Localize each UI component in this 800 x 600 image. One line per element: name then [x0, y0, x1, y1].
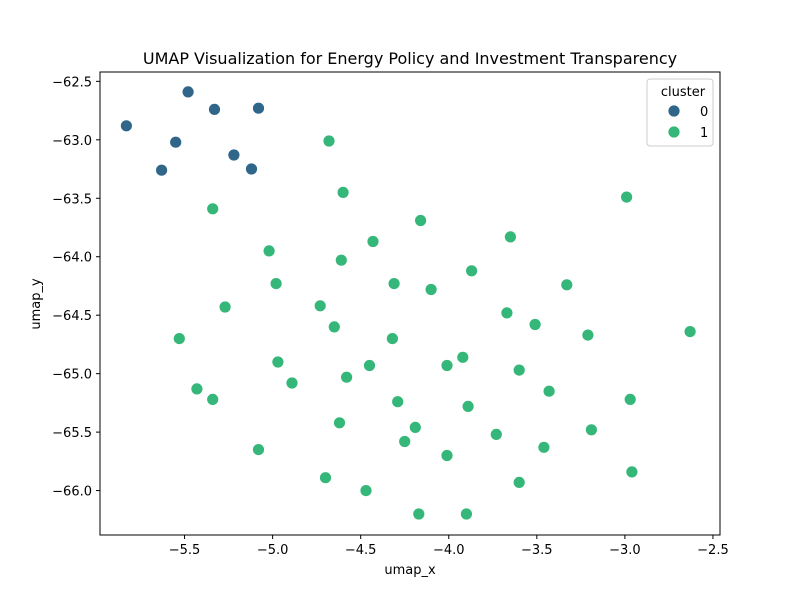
x-axis: −5.5 −5.0 −4.5 −4.0 −3.5 −3.0 −2.5	[169, 535, 729, 558]
point-cluster-1-42	[252, 443, 265, 457]
point-cluster-1-48	[412, 507, 426, 521]
y-tick-label: −63.0	[52, 134, 92, 149]
point-cluster-1-15	[313, 299, 327, 313]
point-cluster-1-10	[269, 277, 283, 291]
point-cluster-1-47	[359, 484, 373, 498]
point-cluster-1-43	[440, 449, 454, 462]
point-cluster-1-16	[500, 306, 514, 320]
point-cluster-1-20	[683, 325, 697, 339]
point-cluster-1-31	[542, 384, 556, 398]
y-tick-label: −64.0	[52, 251, 92, 266]
point-cluster-1-17	[528, 318, 542, 331]
legend-marker-0	[667, 104, 681, 118]
point-cluster-1-9	[465, 264, 479, 278]
y-tick-label: −65.5	[52, 426, 92, 441]
point-cluster-1-46	[512, 475, 526, 489]
chart-title: UMAP Visualization for Energy Policy and…	[143, 49, 677, 68]
point-cluster-1-14	[218, 300, 232, 314]
point-cluster-1-0	[322, 134, 336, 148]
point-cluster-1-27	[512, 363, 526, 377]
point-cluster-1-4	[414, 214, 428, 227]
point-cluster-1-35	[461, 399, 475, 413]
y-tick-label: −62.5	[52, 75, 92, 90]
x-tick-label: −5.5	[169, 543, 201, 558]
point-cluster-1-3	[206, 202, 220, 216]
x-axis-label: umap_x	[384, 563, 436, 578]
point-cluster-1-5	[366, 235, 380, 248]
point-cluster-1-11	[387, 277, 401, 291]
y-tick-label: −65.0	[52, 368, 92, 383]
point-cluster-1-29	[285, 376, 299, 390]
point-cluster-1-18	[327, 320, 341, 334]
legend-label-0: 0	[700, 105, 708, 120]
x-tick-label: −2.5	[697, 543, 729, 558]
x-tick-label: −4.5	[345, 543, 377, 558]
point-cluster-1-25	[363, 359, 376, 372]
point-cluster-1-37	[408, 420, 422, 434]
point-cluster-1-1	[336, 185, 350, 199]
point-cluster-0-0	[181, 85, 195, 99]
point-cluster-1-28	[340, 370, 354, 384]
point-cluster-1-7	[262, 244, 276, 258]
point-cluster-1-34	[623, 392, 637, 406]
point-cluster-1-49	[459, 507, 473, 521]
point-cluster-1-45	[319, 471, 332, 485]
point-cluster-0-5	[227, 148, 241, 162]
point-cluster-1-40	[398, 435, 412, 448]
point-cluster-1-12	[424, 283, 438, 296]
plot-frame	[99, 71, 721, 536]
point-cluster-0-7	[245, 162, 258, 176]
point-cluster-1-19	[581, 328, 595, 342]
point-cluster-1-26	[440, 359, 454, 372]
point-cluster-1-36	[333, 416, 346, 430]
point-cluster-1-30	[190, 382, 204, 396]
legend-title: cluster	[661, 85, 706, 100]
legend: cluster 0 1	[646, 78, 714, 147]
point-cluster-0-1	[208, 103, 221, 116]
point-cluster-0-4	[169, 135, 183, 149]
point-cluster-1-44	[625, 465, 639, 479]
point-cluster-1-33	[391, 395, 405, 409]
x-tick-label: −3.0	[609, 543, 641, 558]
legend-marker-1	[667, 125, 681, 139]
y-tick-label: −63.5	[52, 192, 92, 207]
points-layer	[120, 85, 697, 521]
point-cluster-1-24	[456, 350, 470, 364]
point-cluster-0-2	[252, 101, 265, 115]
y-tick-label: −66.0	[52, 485, 92, 500]
point-cluster-1-32	[206, 392, 220, 406]
x-tick-label: −3.5	[521, 543, 553, 558]
point-cluster-1-8	[334, 253, 348, 267]
point-cluster-1-41	[537, 440, 551, 454]
point-cluster-1-13	[560, 278, 574, 292]
x-tick-label: −4.0	[433, 543, 465, 558]
point-cluster-1-2	[620, 190, 633, 204]
point-cluster-1-38	[585, 423, 598, 437]
legend-label-1: 1	[700, 126, 708, 141]
point-cluster-1-39	[489, 427, 503, 441]
point-cluster-1-21	[172, 332, 186, 346]
x-tick-label: −5.0	[257, 543, 289, 558]
point-cluster-0-6	[155, 163, 169, 177]
point-cluster-1-22	[385, 332, 399, 346]
y-axis: −62.5 −63.0 −63.5 −64.0 −64.5 −65.0 −65.5 −66.0	[52, 75, 100, 500]
point-cluster-1-6	[503, 230, 517, 244]
y-tick-label: −64.5	[52, 309, 92, 324]
point-cluster-1-23	[271, 355, 285, 369]
point-cluster-0-3	[120, 119, 133, 133]
y-axis-label: umap_y	[29, 278, 44, 330]
